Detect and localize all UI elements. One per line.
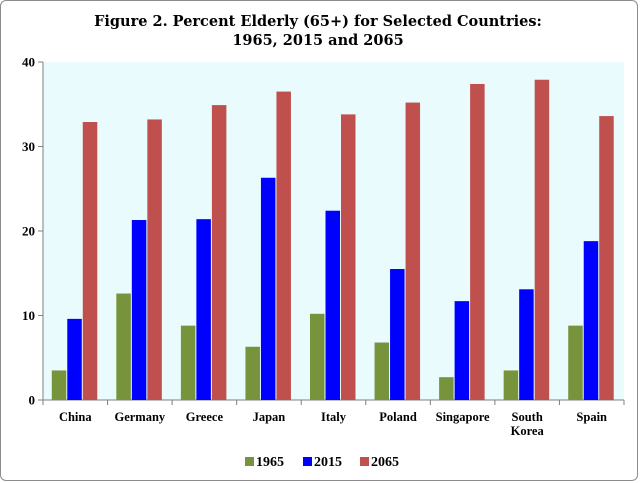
bar-1965 <box>116 293 131 400</box>
bar-2065 <box>599 116 614 400</box>
bar-group <box>503 79 550 401</box>
y-tick-label: 40 <box>22 55 35 70</box>
bar-2015 <box>260 177 276 400</box>
bar-2065 <box>82 121 98 401</box>
bar-2015 <box>390 269 405 400</box>
legend-label: 2065 <box>371 455 399 470</box>
legend-swatch <box>245 457 254 466</box>
x-tick-label: Singapore <box>436 410 490 424</box>
legend-item: 2065 <box>360 455 399 470</box>
x-tick-label: Greece <box>186 410 224 424</box>
x-tick-label: Germany <box>114 410 165 424</box>
bar-1965 <box>503 370 519 400</box>
x-tick-label: Italy <box>321 410 347 424</box>
bar-2015 <box>131 220 147 400</box>
bar-2065 <box>405 102 421 400</box>
x-tick-label: Japan <box>253 410 286 424</box>
bar-2065 <box>534 79 550 401</box>
bar-groups <box>51 79 614 401</box>
legend-swatch <box>303 457 312 466</box>
x-tick-label: China <box>59 410 92 424</box>
bar-2065 <box>341 114 356 400</box>
bar-group <box>310 114 356 400</box>
bar-2065 <box>470 83 485 400</box>
x-tick-label: Korea <box>511 424 545 438</box>
bar-group <box>116 119 162 401</box>
y-tick-label: 30 <box>22 139 35 154</box>
legend-label: 1965 <box>256 455 284 470</box>
bar-2065 <box>276 91 291 400</box>
bar-1965 <box>51 370 67 400</box>
legend-label: 2015 <box>314 455 342 470</box>
bar-group <box>51 121 98 401</box>
bar-1965 <box>374 342 390 400</box>
legend: 1965 2015 2065 <box>245 455 399 470</box>
bar-2015 <box>519 289 534 400</box>
chart-title-line-2: 1965, 2015 and 2065 <box>232 32 403 49</box>
bar-2065 <box>147 119 162 401</box>
bar-group <box>374 102 421 400</box>
bar-group <box>245 91 291 400</box>
legend-swatch <box>360 457 369 466</box>
bar-group <box>568 116 614 400</box>
x-tick-label: Poland <box>379 410 417 424</box>
chart-title-line-1: Figure 2. Percent Elderly (65+) for Sele… <box>94 13 542 30</box>
bar-2065 <box>211 105 227 400</box>
chart-title: Figure 2. Percent Elderly (65+) for Sele… <box>94 13 542 49</box>
bar-group <box>439 83 485 400</box>
bar-2015 <box>67 318 82 400</box>
y-tick-label: 20 <box>22 224 35 239</box>
bar-1965 <box>439 377 454 400</box>
legend-item: 2015 <box>303 455 342 470</box>
bar-1965 <box>180 325 196 400</box>
y-tick-label: 0 <box>29 393 36 408</box>
x-tick-label: Spain <box>576 410 607 424</box>
bar-1965 <box>310 313 325 400</box>
bar-1965 <box>568 325 583 400</box>
bar-2015 <box>325 210 340 400</box>
bar-2015 <box>454 301 470 400</box>
bar-group <box>180 105 227 400</box>
bar-1965 <box>245 346 260 400</box>
y-tick-label: 10 <box>22 308 35 323</box>
y-axis: 0 10 20 30 40 <box>22 55 44 408</box>
x-tick-label: South <box>512 410 543 424</box>
x-axis: China Germany Greece Japan Italy Poland Singap… <box>42 399 625 438</box>
bar-2015 <box>583 241 599 400</box>
legend-item: 1965 <box>245 455 284 470</box>
bar-2015 <box>196 219 211 400</box>
